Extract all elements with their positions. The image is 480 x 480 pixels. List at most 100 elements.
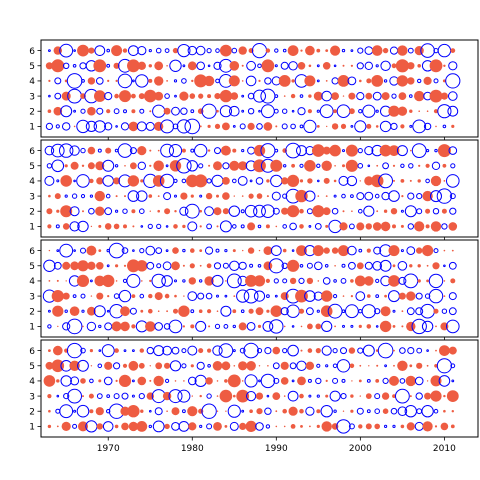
data-point [122, 278, 128, 283]
data-point [245, 75, 257, 87]
data-point [290, 424, 296, 429]
data-point [198, 163, 204, 169]
data-point [183, 380, 185, 382]
data-point [229, 160, 240, 171]
data-point [443, 249, 446, 252]
data-point [86, 245, 97, 256]
data-point [166, 80, 169, 82]
data-point [290, 93, 296, 99]
data-point [146, 261, 155, 270]
data-point [237, 176, 248, 186]
data-point [425, 208, 431, 214]
data-point [400, 249, 404, 253]
data-point [59, 43, 74, 58]
data-point [332, 377, 339, 384]
data-point [72, 423, 78, 429]
data-point [213, 161, 222, 171]
data-point [124, 165, 126, 167]
data-point [243, 288, 259, 304]
data-point [298, 277, 305, 284]
data-point [299, 94, 304, 98]
data-point [51, 143, 65, 158]
data-point [332, 363, 338, 369]
data-point [145, 245, 156, 256]
data-point [376, 364, 379, 367]
y-tick-label: 6 [29, 247, 35, 257]
data-point [240, 309, 245, 314]
data-point [199, 125, 202, 128]
data-point [351, 380, 353, 382]
data-point [121, 247, 129, 254]
data-point [188, 376, 197, 386]
data-point [434, 425, 438, 428]
data-point [255, 307, 264, 316]
data-point [198, 93, 204, 99]
data-point [265, 224, 270, 229]
data-point [113, 393, 120, 400]
data-point [182, 224, 186, 229]
data-point [400, 179, 405, 183]
data-point [72, 64, 77, 68]
data-point [356, 262, 364, 270]
data-point [392, 309, 396, 313]
data-point [432, 262, 440, 270]
data-point [390, 208, 398, 215]
data-point [249, 179, 253, 183]
data-point [113, 62, 120, 69]
data-point [104, 223, 112, 230]
data-point [422, 190, 433, 202]
data-point [448, 346, 457, 355]
data-point [397, 45, 408, 56]
data-point [161, 275, 173, 287]
data-point [177, 389, 191, 403]
data-point [384, 294, 387, 298]
data-point [87, 261, 96, 270]
data-point [218, 343, 234, 358]
data-point [115, 125, 118, 128]
data-point [113, 293, 120, 299]
data-point [117, 143, 133, 158]
data-point [187, 291, 198, 302]
data-point [315, 348, 321, 354]
data-point [241, 380, 244, 382]
data-point [207, 309, 212, 314]
data-point [433, 308, 439, 314]
data-point [190, 148, 195, 153]
data-point [315, 377, 322, 385]
data-point [299, 124, 304, 129]
data-point [300, 349, 303, 352]
data-point [430, 221, 442, 232]
data-point [356, 62, 364, 70]
data-point [274, 148, 279, 153]
data-point [255, 177, 264, 185]
data-point [182, 64, 186, 68]
data-point [446, 319, 460, 334]
data-point [450, 278, 456, 284]
data-point [96, 77, 104, 85]
data-point [434, 148, 438, 153]
data-point [238, 46, 247, 55]
data-point [333, 279, 337, 283]
data-point [88, 47, 95, 54]
data-point [238, 261, 247, 270]
data-point [56, 249, 60, 253]
data-point [274, 294, 278, 298]
data-point [366, 379, 371, 383]
data-point [215, 78, 220, 84]
data-point [408, 163, 414, 169]
data-point [136, 260, 148, 272]
data-point [401, 310, 404, 313]
data-point [173, 224, 178, 229]
data-point [389, 46, 399, 55]
data-point [437, 43, 452, 58]
data-point [153, 160, 164, 172]
data-point [171, 422, 180, 431]
data-point [381, 92, 390, 101]
data-point [181, 178, 187, 184]
data-point [415, 307, 424, 316]
data-point [90, 295, 93, 297]
data-point [426, 349, 429, 352]
data-point [420, 43, 435, 58]
x-tick-label: 1980 [181, 444, 204, 454]
data-point [189, 93, 196, 99]
